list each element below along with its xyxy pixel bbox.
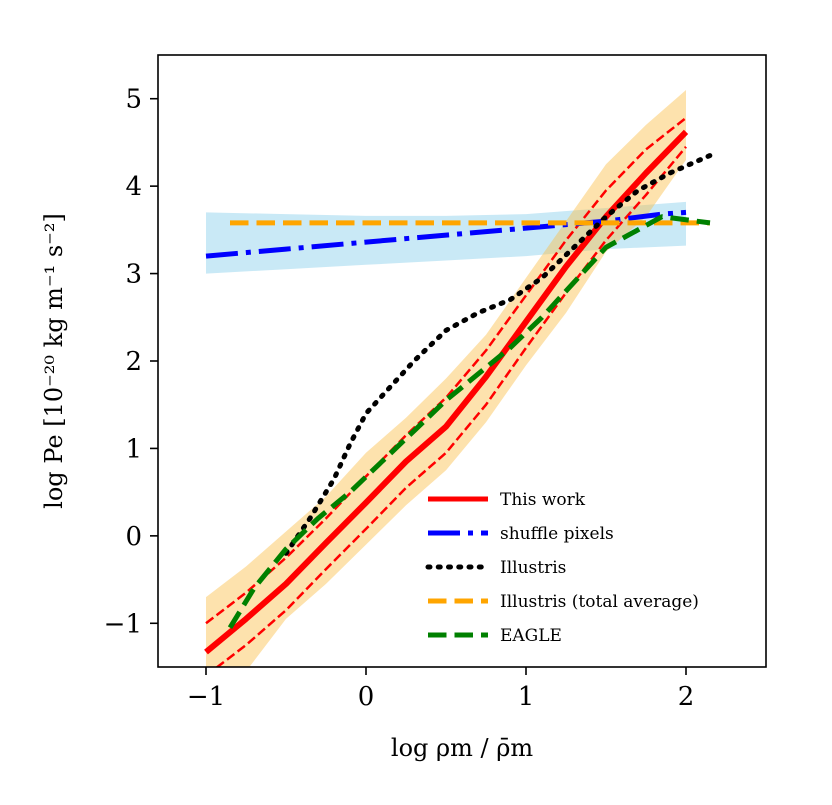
y-tick-label: 5 bbox=[125, 85, 142, 115]
y-tick-label: 0 bbox=[125, 522, 142, 552]
x-tick-label: 2 bbox=[678, 682, 695, 712]
x-axis: −1 0 1 2 bbox=[187, 667, 694, 712]
y-axis-label: log Pe [10⁻²⁰ kg m⁻¹ s⁻²] bbox=[40, 213, 68, 509]
x-tick-label: −1 bbox=[187, 682, 225, 712]
legend: This work shuffle pixels Illustris Illustri… bbox=[425, 490, 699, 646]
series-this-work-upper bbox=[205, 116, 687, 625]
y-tick-label: 3 bbox=[125, 260, 142, 290]
plot-area bbox=[204, 90, 713, 667]
y-tick-label: −1 bbox=[104, 609, 142, 639]
legend-label-shuffle-pixels: shuffle pixels bbox=[500, 524, 614, 544]
this-work-band bbox=[206, 90, 686, 667]
legend-label-eagle: EAGLE bbox=[500, 626, 562, 646]
legend-label-illustris-total-average: Illustris (total average) bbox=[500, 592, 699, 612]
shuffle-pixels-band bbox=[206, 201, 686, 274]
series-shuffle-pixels bbox=[205, 209, 687, 259]
y-tick-label: 2 bbox=[125, 347, 142, 377]
x-tick-label: 0 bbox=[358, 682, 375, 712]
legend-label-illustris: Illustris bbox=[500, 558, 566, 578]
x-axis-label: log ρm / ρ̄m bbox=[391, 734, 533, 762]
y-tick-label: 1 bbox=[125, 434, 142, 464]
series-illustris bbox=[283, 153, 713, 556]
x-tick-label: 1 bbox=[518, 682, 535, 712]
legend-label-this-work: This work bbox=[500, 490, 586, 510]
series-eagle bbox=[227, 214, 711, 630]
y-axis: −1 0 1 2 3 4 5 bbox=[104, 85, 158, 639]
y-tick-label: 4 bbox=[125, 172, 142, 202]
